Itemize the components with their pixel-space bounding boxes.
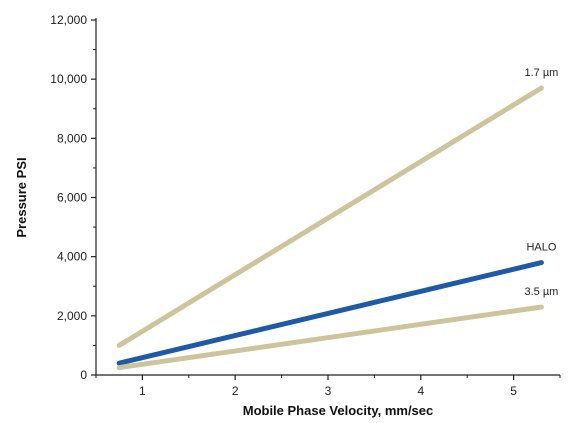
y-ticks: 0 2,000 4,000 6,000 8,000 10,000 12,000 bbox=[50, 13, 96, 382]
series-label-2: 3.5 µm bbox=[525, 286, 559, 298]
series-lines bbox=[119, 88, 541, 368]
x-tick-label: 3 bbox=[325, 384, 332, 398]
series-line-0 bbox=[119, 88, 541, 345]
y-axis-title: Pressure PSI bbox=[14, 157, 29, 237]
y-tick-label: 0 bbox=[80, 368, 87, 382]
series-label-0: 1.7 µm bbox=[525, 67, 559, 79]
x-tick-label: 2 bbox=[232, 384, 239, 398]
y-tick-label: 10,000 bbox=[50, 72, 87, 86]
series-label-1: HALO bbox=[526, 242, 556, 254]
axes bbox=[96, 18, 560, 375]
y-tick-label: 6,000 bbox=[57, 191, 87, 205]
y-tick-label: 8,000 bbox=[57, 131, 87, 145]
y-tick-label: 2,000 bbox=[57, 309, 87, 323]
x-tick-label: 5 bbox=[510, 384, 517, 398]
x-tick-label: 4 bbox=[417, 384, 424, 398]
series-line-1 bbox=[119, 263, 541, 364]
x-tick-label: 1 bbox=[139, 384, 146, 398]
x-ticks: 1 2 3 4 5 bbox=[96, 375, 560, 398]
x-axis-title: Mobile Phase Velocity, mm/sec bbox=[243, 403, 434, 418]
series-line-2 bbox=[119, 307, 541, 368]
y-tick-label: 12,000 bbox=[50, 13, 87, 27]
y-tick-label: 4,000 bbox=[57, 250, 87, 264]
